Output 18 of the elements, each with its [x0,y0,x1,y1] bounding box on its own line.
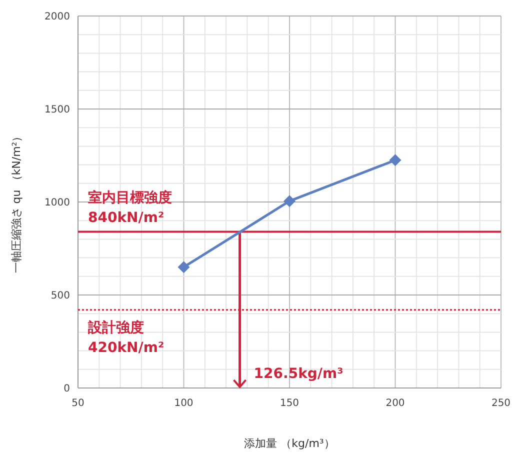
x-tick-label: 150 [280,398,300,409]
point [389,154,402,166]
x-tick-label: 250 [491,398,511,409]
x-tick-label: 200 [386,398,405,409]
ref-line-label: 設計強度 420kN/m² [87,318,164,356]
x-tick-label: 50 [72,398,84,409]
point [178,261,190,274]
y-tick-label: 2000 [44,12,70,22]
x-axis-title: 添加量 （kg/m³） [244,437,335,450]
point [284,195,296,208]
y-tick-label: 1500 [44,104,70,116]
x-tick-label: 100 [174,398,194,409]
y-tick-label: 0 [64,384,70,394]
y-tick-label: 500 [50,290,70,302]
y-tick-label: 1000 [44,198,70,208]
y-axis-title: 一軸圧縮強さ qu （kN/m²） [10,130,23,274]
ref-line-label: 126.5kg/m³ [254,366,344,382]
ref-line-label: 室内目標強度 840kN/m² [88,188,172,226]
